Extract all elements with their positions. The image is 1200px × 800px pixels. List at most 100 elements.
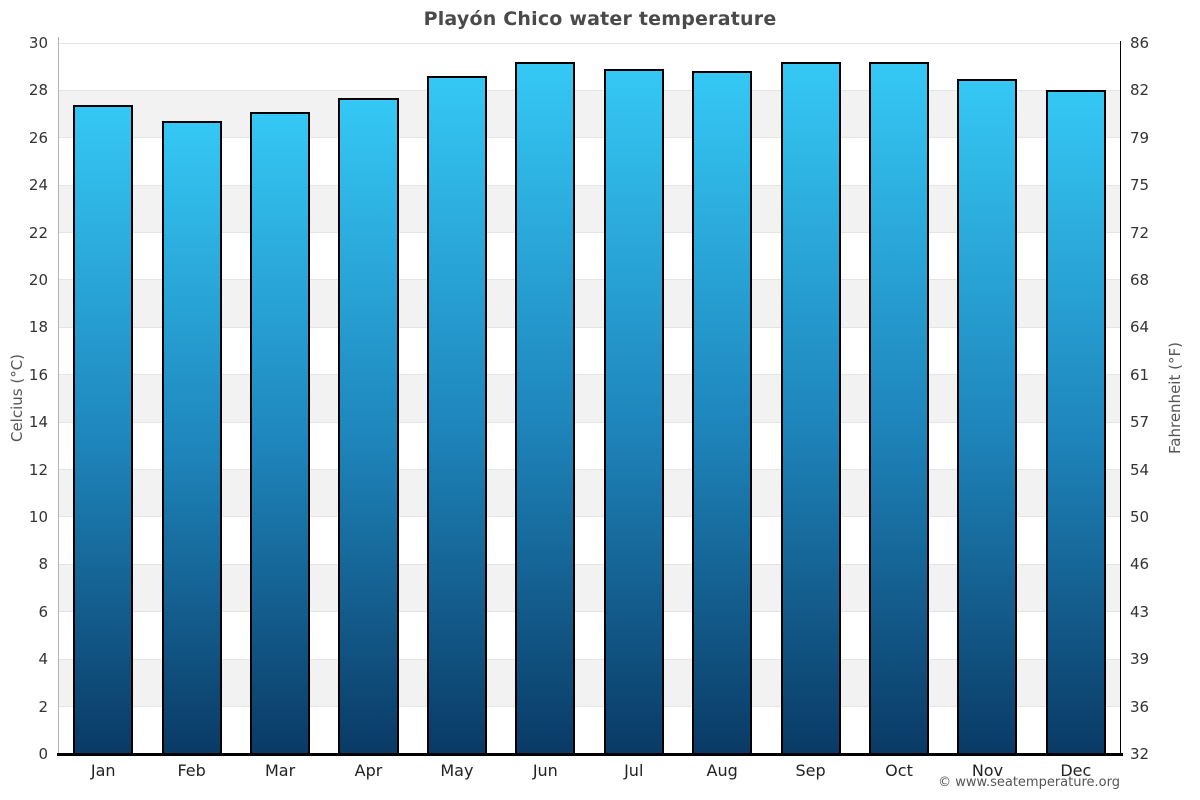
fahrenheit-tick-label: 46 — [1130, 555, 1150, 574]
fahrenheit-tick-label: 36 — [1130, 697, 1150, 716]
celsius-tick-labels: 30 28 26 24 22 20 18 16 14 12 10 8 6 4 2 0 — [0, 34, 50, 763]
bar-slot-oct — [855, 43, 943, 754]
gridline — [59, 184, 1120, 186]
bar-slot-mar — [236, 43, 324, 754]
bottom-axis-line — [57, 753, 1123, 756]
celsius-tick-label: 0 — [38, 745, 48, 763]
grid-band — [59, 564, 1120, 612]
left-axis-line — [58, 37, 59, 755]
grid-band — [59, 374, 1120, 423]
celsius-tick-label: 30 — [28, 34, 48, 52]
celsius-tick-label: 24 — [28, 176, 48, 195]
celsius-tick-label: 4 — [38, 650, 48, 669]
bar-slot-nov — [943, 43, 1031, 754]
bar-slot-jan — [59, 43, 147, 754]
month-label-dec: Dec — [1060, 761, 1092, 780]
month-label-feb: Feb — [177, 761, 206, 780]
fahrenheit-tick-label: 32 — [1130, 745, 1150, 763]
gridline — [59, 279, 1120, 281]
month-label-apr: Apr — [354, 761, 383, 780]
celsius-tick-label: 2 — [38, 697, 48, 716]
fahrenheit-tick-label: 82 — [1130, 81, 1150, 100]
celsius-axis-title: Celcius (°C) — [8, 353, 26, 443]
month-label-oct: Oct — [885, 761, 913, 780]
month-label-aug: Aug — [706, 761, 738, 780]
bar-jul[interactable] — [603, 69, 664, 754]
bar-jun[interactable] — [515, 61, 576, 754]
bar-nov[interactable] — [957, 78, 1018, 754]
gridline — [59, 89, 1120, 91]
month-label-nov: Nov — [971, 761, 1004, 780]
fahrenheit-tick-label: 79 — [1130, 128, 1150, 147]
gridline — [59, 611, 1120, 613]
gridline — [59, 137, 1120, 139]
bar-mar[interactable] — [249, 111, 311, 754]
plot-area — [59, 42, 1120, 754]
month-label-jul: Jul — [624, 761, 644, 780]
celsius-tick-label: 14 — [28, 413, 48, 432]
bar-aug[interactable] — [692, 71, 753, 754]
bar-slot-sep — [766, 43, 854, 754]
fahrenheit-tick-label: 43 — [1130, 602, 1150, 621]
fahrenheit-tick-label: 75 — [1130, 176, 1150, 195]
month-label-jan: Jan — [90, 761, 116, 780]
fahrenheit-tick-label: 68 — [1130, 271, 1150, 289]
celsius-tick-label: 20 — [28, 271, 48, 289]
celsius-tick-label: 8 — [38, 555, 48, 574]
bar-apr[interactable] — [338, 97, 399, 754]
fahrenheit-tick-label: 61 — [1130, 365, 1150, 384]
month-axis-labels: Jan Feb Mar Apr May Jun Jul Aug Sep Oct Nov Dec — [59, 761, 1120, 780]
celsius-tick-label: 16 — [28, 365, 48, 384]
celsius-tick-label: 28 — [28, 81, 48, 100]
bar-slot-aug — [678, 43, 766, 754]
grid-band — [59, 280, 1120, 328]
fahrenheit-tick-label: 57 — [1130, 413, 1150, 432]
fahrenheit-tick-label: 86 — [1130, 34, 1150, 52]
gridline — [59, 563, 1120, 565]
bar-slot-feb — [147, 43, 235, 754]
fahrenheit-tick-labels: 86 82 79 75 72 68 64 61 57 54 50 46 43 39 36 32 — [1130, 34, 1190, 763]
bar-slot-dec — [1032, 43, 1120, 754]
fahrenheit-tick-label: 39 — [1130, 650, 1150, 669]
gridline — [59, 374, 1120, 376]
bar-sep[interactable] — [780, 61, 841, 754]
fahrenheit-axis-title: Fahrenheit (°F) — [1166, 342, 1184, 454]
bar-jan[interactable] — [73, 104, 134, 754]
celsius-tick-label: 10 — [28, 508, 48, 526]
copyright-attribution: © www.seatemperature.org — [938, 775, 1120, 790]
month-label-sep: Sep — [795, 761, 826, 780]
bar-slot-may — [413, 43, 501, 754]
bar-series — [59, 43, 1120, 754]
bar-may[interactable] — [426, 76, 487, 754]
celsius-tick-label: 6 — [38, 602, 48, 621]
bar-feb[interactable] — [161, 121, 222, 754]
grid-band — [59, 90, 1120, 138]
fahrenheit-tick-label: 50 — [1130, 508, 1150, 526]
month-label-jun: Jun — [532, 761, 558, 780]
gridline — [59, 469, 1120, 471]
gridline — [59, 42, 1120, 44]
bar-slot-jun — [501, 43, 589, 754]
grid-band — [59, 659, 1120, 707]
bar-dec[interactable] — [1045, 90, 1106, 754]
celsius-tick-label: 22 — [28, 223, 48, 242]
bar-oct[interactable] — [868, 61, 930, 754]
gridline — [59, 326, 1120, 328]
celsius-tick-label: 18 — [28, 318, 48, 337]
celsius-tick-label: 12 — [28, 460, 48, 479]
gridline — [59, 516, 1120, 518]
fahrenheit-tick-label: 72 — [1130, 223, 1150, 242]
gridline — [59, 232, 1120, 234]
bar-slot-apr — [324, 43, 412, 754]
fahrenheit-tick-label: 64 — [1130, 318, 1150, 337]
grid-band — [59, 185, 1120, 233]
bar-slot-jul — [590, 43, 678, 754]
celsius-tick-label: 26 — [28, 128, 48, 147]
gridline — [59, 421, 1120, 423]
month-label-may: May — [440, 761, 474, 780]
gridline — [59, 706, 1120, 708]
gridline — [59, 658, 1120, 660]
fahrenheit-tick-label: 54 — [1130, 460, 1150, 479]
chart-title: Playón Chico water temperature — [423, 8, 777, 30]
